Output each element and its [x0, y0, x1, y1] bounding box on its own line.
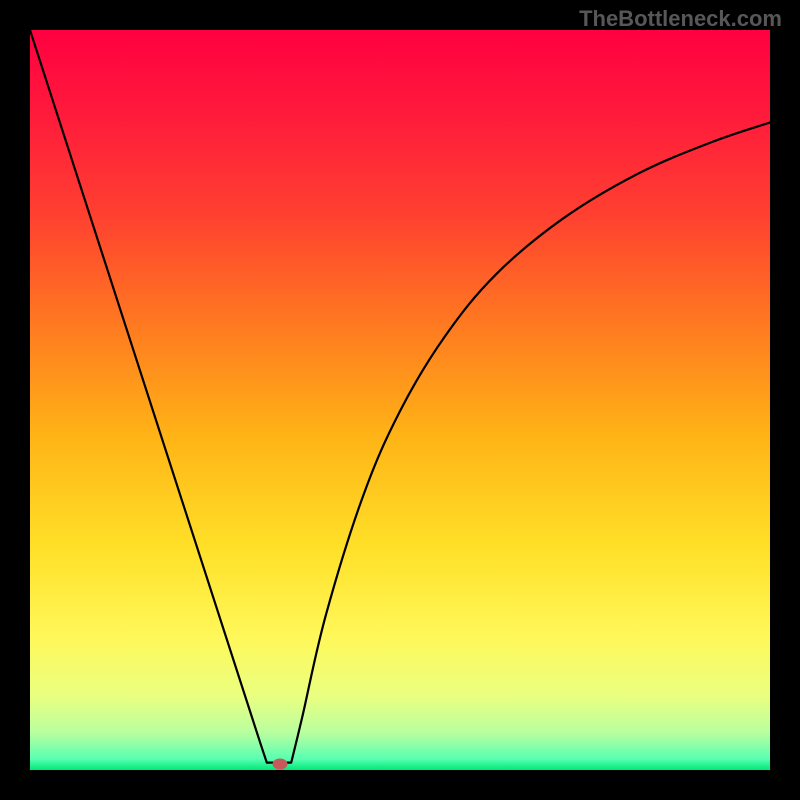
minimum-marker [273, 759, 288, 770]
watermark-text: TheBottleneck.com [579, 6, 782, 32]
bottleneck-curve [30, 30, 770, 770]
chart-container: TheBottleneck.com [0, 0, 800, 800]
plot-area [30, 30, 770, 770]
